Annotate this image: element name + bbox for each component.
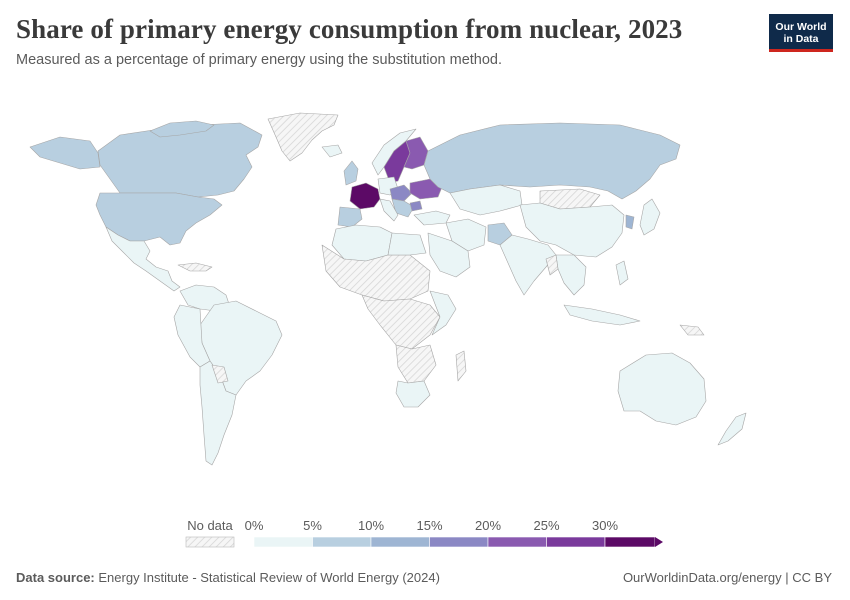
- country-myanmar: [545, 254, 559, 276]
- legend-tick-label: 5%: [303, 518, 322, 533]
- country-paraguay: [211, 364, 229, 384]
- country-north-africa[interactable]: [331, 224, 393, 262]
- map-legend: No data 0% 5% 10% 15% 20% 25% 30%: [185, 518, 663, 548]
- data-source: Data source: Energy Institute - Statisti…: [16, 570, 440, 585]
- legend-swatch-3: [429, 536, 489, 548]
- owid-logo[interactable]: Our World in Data: [769, 14, 833, 52]
- country-italy[interactable]: [379, 198, 399, 222]
- country-indonesia[interactable]: [563, 304, 641, 326]
- country-central-africa: [361, 294, 441, 350]
- logo-line-1: Our World: [775, 21, 827, 33]
- chart-title: Share of primary energy consumption from…: [16, 14, 683, 44]
- legend-tick-label: 25%: [533, 518, 559, 533]
- legend-bins: 0% 5% 10% 15% 20% 25% 30%: [245, 518, 663, 548]
- country-australia[interactable]: [617, 352, 707, 426]
- data-source-label: Data source:: [16, 570, 95, 585]
- country-south-africa[interactable]: [395, 380, 431, 408]
- country-east-africa[interactable]: [429, 290, 457, 336]
- country-greenland[interactable]: [267, 112, 339, 162]
- country-alaska[interactable]: [29, 136, 101, 170]
- country-southern-africa-north: [395, 344, 437, 384]
- country-uk[interactable]: [343, 160, 359, 186]
- legend-tick-label: 0%: [245, 518, 264, 533]
- data-source-text[interactable]: Energy Institute - Statistical Review of…: [98, 570, 440, 585]
- country-sahara: [321, 244, 431, 302]
- country-france[interactable]: [349, 182, 381, 210]
- chart-subtitle: Measured as a percentage of primary ener…: [16, 52, 503, 68]
- country-korea[interactable]: [625, 214, 635, 230]
- legend-tick-label: 15%: [416, 518, 442, 533]
- country-bulgaria[interactable]: [409, 200, 423, 212]
- country-caribbean: [177, 262, 213, 272]
- country-philippines[interactable]: [615, 260, 629, 286]
- country-spain[interactable]: [337, 206, 363, 228]
- legend-swatch-6: [604, 536, 656, 548]
- country-mexico[interactable]: [105, 226, 181, 292]
- world-map: [29, 112, 747, 466]
- country-png: [679, 324, 705, 336]
- country-china[interactable]: [519, 202, 625, 258]
- legend-swatch-2: [370, 536, 430, 548]
- legend-swatch-0: [253, 536, 313, 548]
- legend-swatch-1: [312, 536, 372, 548]
- country-madagascar: [455, 350, 467, 382]
- country-egypt[interactable]: [387, 232, 427, 256]
- legend-tick-label: 30%: [592, 518, 618, 533]
- country-arabia[interactable]: [427, 232, 471, 278]
- legend-no-data-swatch: [185, 536, 235, 548]
- legend-swatch-5: [546, 536, 606, 548]
- logo-line-2: in Data: [783, 33, 819, 45]
- country-india[interactable]: [499, 234, 557, 296]
- legend-tick-label: 10%: [358, 518, 384, 533]
- country-finland[interactable]: [403, 136, 429, 170]
- country-southeast-asia[interactable]: [555, 254, 587, 296]
- country-iceland[interactable]: [321, 144, 343, 158]
- country-central-europe[interactable]: [389, 184, 413, 202]
- footer-url[interactable]: OurWorldinData.org/energy | CC BY: [622, 570, 832, 585]
- country-russia[interactable]: [423, 122, 681, 200]
- legend-swatch-4: [487, 536, 547, 548]
- legend-arrow-tip: [655, 537, 663, 547]
- legend-tick-label: 20%: [475, 518, 501, 533]
- legend-no-data-label: No data: [187, 518, 233, 533]
- country-canada-islands[interactable]: [149, 120, 215, 138]
- country-japan[interactable]: [639, 198, 661, 236]
- country-new-zealand[interactable]: [717, 412, 747, 446]
- country-turkey[interactable]: [413, 210, 451, 226]
